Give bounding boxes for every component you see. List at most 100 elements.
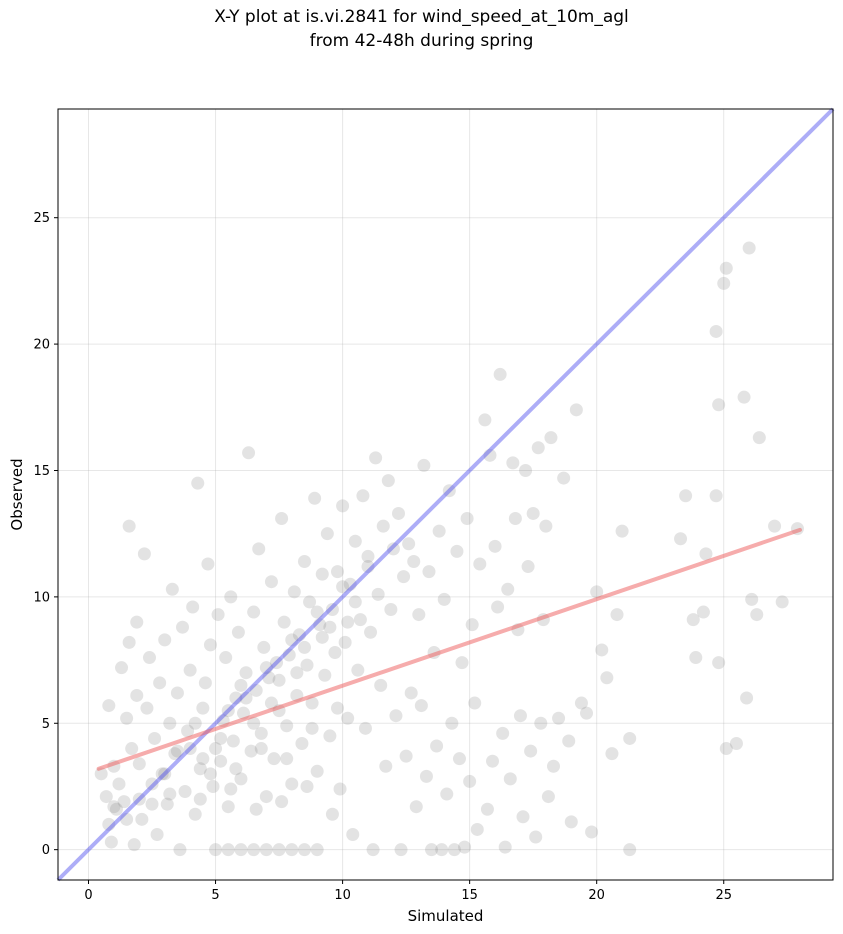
- data-point: [209, 843, 223, 857]
- data-point: [120, 812, 134, 826]
- data-point: [280, 752, 294, 766]
- data-point: [287, 585, 301, 599]
- data-point: [348, 534, 362, 548]
- data-point: [569, 403, 583, 417]
- data-point: [234, 843, 248, 857]
- data-point: [463, 774, 477, 788]
- data-point: [519, 463, 533, 477]
- data-point: [534, 716, 548, 730]
- data-point: [323, 729, 337, 743]
- chart-title-line-1: X-Y plot at is.vi.2841 for wind_speed_at…: [214, 7, 629, 27]
- data-point: [234, 678, 248, 692]
- points-layer: [94, 241, 804, 857]
- data-point: [99, 790, 113, 804]
- data-point: [493, 367, 507, 381]
- data-point: [140, 701, 154, 715]
- data-point: [221, 843, 235, 857]
- data-point: [206, 779, 220, 793]
- data-point: [430, 739, 444, 753]
- data-point: [173, 843, 187, 857]
- data-point: [468, 696, 482, 710]
- data-point: [295, 736, 309, 750]
- data-point: [115, 661, 129, 675]
- data-point: [221, 704, 235, 718]
- data-point: [132, 792, 146, 806]
- data-point: [336, 580, 350, 594]
- data-point: [501, 582, 515, 596]
- data-point: [729, 736, 743, 750]
- data-point: [486, 754, 500, 768]
- data-point: [264, 696, 278, 710]
- data-point: [503, 772, 517, 786]
- y-tick-label: 5: [42, 717, 50, 732]
- data-point: [358, 721, 372, 735]
- data-point: [600, 671, 614, 685]
- data-point: [318, 668, 332, 682]
- data-point: [183, 742, 197, 756]
- data-point: [203, 767, 217, 781]
- data-point: [409, 800, 423, 814]
- data-point: [712, 398, 726, 412]
- data-point: [310, 764, 324, 778]
- data-point: [132, 757, 146, 771]
- ticks-layer: 0 5 10 15 20 25 0 5 10 15 20 25: [33, 211, 732, 903]
- data-point: [226, 734, 240, 748]
- data-point: [333, 782, 347, 796]
- data-point: [203, 638, 217, 652]
- data-point: [623, 843, 637, 857]
- data-point: [356, 489, 370, 503]
- data-point: [275, 512, 289, 526]
- data-point: [521, 560, 535, 574]
- data-point: [407, 554, 421, 568]
- data-point: [168, 747, 182, 761]
- data-point: [768, 519, 782, 533]
- data-point: [247, 843, 261, 857]
- data-point: [102, 699, 116, 713]
- data-point: [325, 807, 339, 821]
- data-point: [544, 431, 558, 445]
- data-point: [325, 603, 339, 617]
- data-point: [257, 640, 271, 654]
- data-point: [402, 537, 416, 551]
- data-point: [176, 620, 190, 634]
- data-point: [130, 688, 144, 702]
- data-point: [181, 724, 195, 738]
- data-point: [496, 726, 510, 740]
- data-point: [125, 742, 139, 756]
- data-point: [165, 582, 179, 596]
- fit-line: [96, 527, 802, 771]
- data-point: [376, 519, 390, 533]
- data-point: [186, 600, 200, 614]
- data-point: [445, 716, 459, 730]
- data-point: [531, 441, 545, 455]
- data-point: [135, 812, 149, 826]
- data-point: [270, 656, 284, 670]
- data-point: [391, 506, 405, 520]
- data-point: [254, 742, 268, 756]
- data-point: [686, 613, 700, 627]
- data-point: [102, 817, 116, 831]
- data-point: [338, 635, 352, 649]
- data-point: [386, 542, 400, 556]
- data-point: [371, 587, 385, 601]
- data-point: [214, 754, 228, 768]
- data-point: [252, 542, 266, 556]
- chart-title-line-2: from 42-48h during spring: [309, 31, 534, 51]
- grid-layer: [58, 109, 833, 880]
- data-point: [435, 843, 449, 857]
- data-point: [198, 676, 212, 690]
- data-point: [178, 785, 192, 799]
- data-point: [259, 661, 273, 675]
- data-point: [745, 592, 759, 606]
- data-point: [142, 651, 156, 665]
- data-point: [539, 519, 553, 533]
- data-point: [341, 615, 355, 629]
- y-tick-label: 20: [33, 338, 50, 353]
- data-point: [328, 645, 342, 659]
- data-point: [188, 716, 202, 730]
- data-point: [201, 557, 215, 571]
- data-point: [414, 699, 428, 713]
- data-point: [224, 590, 238, 604]
- data-point: [679, 489, 693, 503]
- data-point: [574, 696, 588, 710]
